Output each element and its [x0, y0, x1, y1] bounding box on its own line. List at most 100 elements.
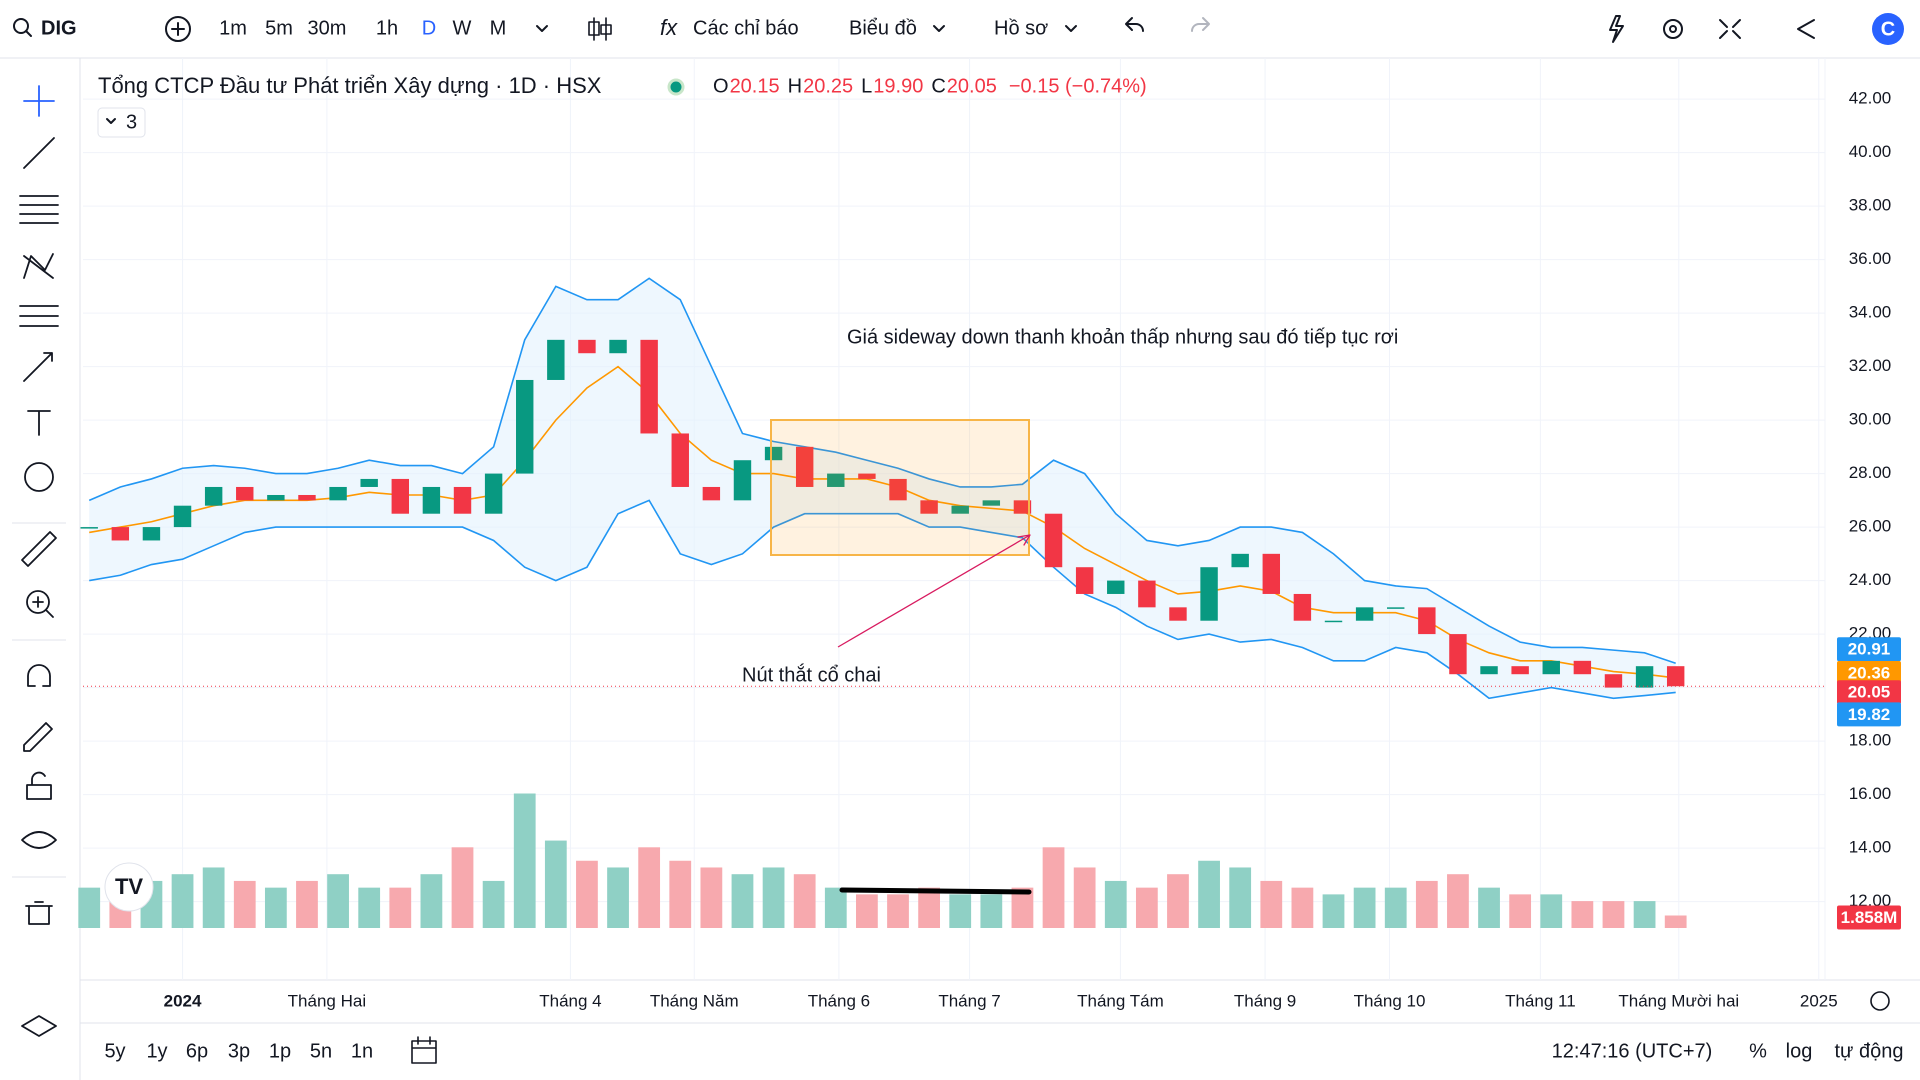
range-button[interactable]: 3p [228, 1040, 250, 1062]
candle [640, 339, 658, 434]
y-tick-label: 16.00 [1849, 784, 1892, 803]
share[interactable] [1797, 19, 1815, 39]
delete-tool[interactable] [25, 901, 53, 925]
chart-menu-chevron [933, 25, 945, 32]
interval[interactable]: 5m [265, 17, 293, 39]
volume-bar [1198, 860, 1220, 928]
volume-bar [451, 847, 474, 928]
candle [1511, 666, 1529, 675]
interval-chevron[interactable] [536, 25, 548, 32]
volume-trend-line[interactable] [839, 887, 1032, 895]
range-button[interactable]: 5n [310, 1040, 332, 1062]
candle [329, 486, 347, 501]
price-badge [1837, 637, 1901, 662]
volume-bar [731, 874, 754, 928]
price-badge-label: 20.91 [1848, 640, 1891, 659]
candle [1666, 666, 1685, 687]
candle [1355, 607, 1374, 621]
volume-bar [327, 874, 349, 928]
range-button[interactable]: 6p [186, 1040, 208, 1062]
candle [142, 527, 161, 541]
ohlc-value: 19.90 [873, 75, 923, 97]
range-button[interactable]: 1n [351, 1040, 373, 1062]
range-button[interactable]: 1y [146, 1040, 167, 1062]
candle [733, 460, 752, 501]
annotation-note[interactable]: Giá sideway down thanh khoản thấp nhưng … [847, 326, 1398, 348]
undo[interactable] [1125, 17, 1144, 32]
object-tree[interactable] [21, 1015, 57, 1037]
quick-search[interactable] [1609, 15, 1624, 43]
interval[interactable]: D [422, 17, 436, 39]
candle [764, 446, 783, 461]
auto-toggle[interactable]: tự động [1835, 1040, 1904, 1062]
tv-logo[interactable] [104, 862, 154, 912]
log-toggle[interactable]: log [1786, 1040, 1813, 1062]
ohlc-value: 20.15 [730, 75, 780, 97]
volume-bar [638, 847, 661, 928]
arrow-line[interactable] [837, 534, 1031, 648]
forecast-tool[interactable] [19, 305, 59, 327]
compare-icon[interactable] [165, 16, 191, 42]
text-tool[interactable] [27, 410, 51, 436]
ranges: 5y 1y 6p 3p 1p 5n 1n [104, 1040, 373, 1062]
candle [173, 505, 192, 528]
chart-menu[interactable]: Biểu đồ [849, 17, 917, 39]
settings[interactable] [1663, 19, 1683, 39]
volume-bar [607, 867, 629, 928]
trendline-tool[interactable] [23, 137, 55, 169]
candle [671, 433, 689, 487]
price-badge-label: 20.05 [1848, 683, 1891, 702]
interval[interactable]: 30m [308, 17, 347, 39]
y-tick-label: 24.00 [1849, 570, 1892, 589]
interval[interactable]: 1h [376, 17, 398, 39]
price-badge-label: 19.82 [1848, 705, 1891, 724]
candle [1044, 513, 1063, 568]
price-badge [1837, 680, 1901, 705]
volume-bar [264, 887, 287, 928]
profile-menu[interactable]: Hồ sơ [994, 17, 1048, 39]
fx-icon[interactable]: fx [660, 15, 678, 40]
sideway-box[interactable] [770, 419, 1030, 556]
hide-tool[interactable] [21, 831, 57, 849]
candle [1169, 607, 1187, 621]
arrow-tool[interactable] [23, 352, 53, 382]
indicators-button[interactable]: Các chỉ báo [693, 17, 799, 39]
measure-tool[interactable] [21, 531, 57, 567]
fib-tool[interactable] [19, 195, 59, 224]
range-button[interactable]: 1p [269, 1040, 291, 1062]
range-button[interactable]: 5y [104, 1040, 125, 1062]
percent-toggle[interactable]: % [1749, 1040, 1767, 1062]
interval[interactable]: M [490, 17, 507, 39]
y-tick-label: 26.00 [1849, 517, 1892, 536]
ohlc-key: O [713, 75, 729, 97]
search-icon[interactable] [13, 18, 29, 34]
zoom-tool[interactable] [26, 590, 50, 614]
redo[interactable] [1191, 17, 1210, 32]
interval[interactable]: W [453, 17, 472, 39]
candle [1542, 660, 1560, 675]
pattern-tool[interactable] [23, 253, 54, 279]
lock-tool[interactable] [26, 771, 52, 800]
emoji-tool[interactable] [24, 462, 54, 492]
volume-bar [1229, 867, 1252, 928]
crosshair-tool[interactable] [23, 85, 55, 117]
magnet-tool[interactable] [27, 664, 51, 687]
symbol[interactable]: DIG [41, 17, 77, 39]
indicator-toggle[interactable] [97, 107, 146, 138]
y-tick-label: 28.00 [1849, 463, 1892, 482]
fullscreen[interactable] [1719, 19, 1741, 39]
axis-settings[interactable] [1870, 991, 1890, 1011]
lock-draw-tool[interactable] [23, 722, 53, 752]
interval[interactable]: 1m [219, 17, 247, 39]
annotation-bottleneck[interactable]: Nút thắt cổ chai [742, 663, 881, 686]
volume-bar [1291, 887, 1314, 928]
candle [1324, 620, 1343, 623]
y-tick-label: 18.00 [1849, 731, 1892, 750]
y-tick-label: 34.00 [1849, 303, 1892, 322]
x-tick-label: 2025 [1800, 991, 1838, 1010]
ohlc-value: 20.05 [947, 75, 997, 97]
chart-type-icon[interactable] [588, 17, 612, 41]
app-logo[interactable] [1872, 13, 1904, 45]
candle [516, 379, 534, 474]
goto-date[interactable] [411, 1036, 437, 1064]
